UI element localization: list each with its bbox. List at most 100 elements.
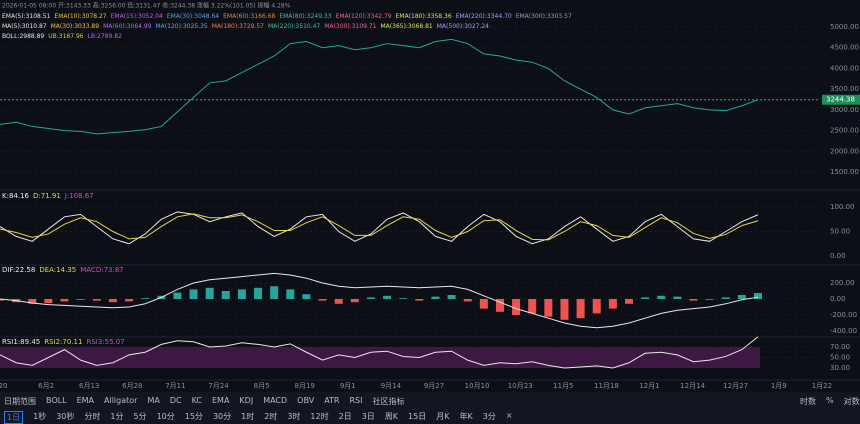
toolbar-button[interactable]: MACD: [263, 396, 288, 405]
x-tick-label: 9月27: [424, 382, 444, 390]
x-tick-label: 12月14: [680, 382, 705, 390]
toolbar-button[interactable]: RSI: [349, 396, 363, 405]
toolbar-button[interactable]: 周K: [384, 412, 399, 421]
macd-bar: [237, 289, 246, 299]
y-tick-label: 4000.00: [830, 64, 859, 72]
macd-bar: [76, 299, 85, 300]
x-tick-label: 6月13: [79, 382, 99, 390]
macd-bar: [108, 299, 117, 303]
toolbar-button[interactable]: %: [826, 396, 834, 405]
toolbar-button[interactable]: 年K: [459, 412, 473, 421]
toolbar-button[interactable]: 5分: [133, 412, 147, 421]
toolbar-button[interactable]: 社区指标: [372, 397, 405, 406]
x-tick-label: 1月22: [812, 382, 832, 390]
macd-bar: [754, 293, 762, 299]
toolbar-button[interactable]: 1日: [4, 411, 24, 424]
rsi-line: [0, 336, 759, 369]
macd-bar: [270, 286, 279, 299]
y-tick-label: 50.00: [830, 228, 850, 236]
y-tick-label: 2000.00: [830, 147, 859, 155]
boll-item: BOLL:2988.89: [2, 33, 44, 40]
x-tick-label: 11月18: [594, 382, 619, 390]
indicator-row: 日期范围 BOLL EMA Alligator MA DC KC EMA KDJ MACD OBV A…: [4, 396, 404, 407]
toolbar-button[interactable]: 2日: [338, 412, 352, 421]
toolbar-button[interactable]: 2时: [264, 412, 278, 421]
ma-item: MA(60):3064.99: [103, 23, 152, 30]
y-tick-label: 100.00: [830, 203, 855, 211]
k-line: [0, 211, 759, 245]
macd-bar: [0, 299, 4, 301]
toolbar-button[interactable]: 15日: [408, 412, 427, 421]
legend-item: DEA:14.35: [39, 266, 76, 274]
toolbar-button[interactable]: ×: [505, 411, 513, 420]
rsi-band: [0, 347, 760, 368]
legend-item: J:108.67: [64, 192, 94, 200]
boll-item: LB:2789.82: [88, 33, 122, 40]
ema-item: EMA(60):3166.68: [223, 13, 275, 20]
ema-item: EMA(10):3078.27: [54, 13, 106, 20]
toolbar-button[interactable]: Alligator: [104, 396, 138, 405]
ma-item: MA(365):3068.81: [381, 23, 433, 30]
toolbar-button[interactable]: 30分: [212, 412, 232, 421]
macd-bar: [189, 289, 198, 299]
macd-bar: [431, 296, 440, 299]
toolbar-button[interactable]: 15分: [184, 412, 203, 421]
toolbar-button[interactable]: 月K: [436, 412, 450, 421]
x-tick-label: 6月2: [38, 382, 54, 390]
toolbar-button[interactable]: KDJ: [239, 396, 254, 405]
toolbar-button[interactable]: 1时: [241, 412, 255, 421]
last-price-label: 3244.38: [826, 96, 855, 104]
toolbar-button[interactable]: 3分: [482, 412, 496, 421]
toolbar-button[interactable]: DC: [169, 396, 182, 405]
toolbar-button[interactable]: EMA: [76, 396, 94, 405]
toolbar-button[interactable]: 日期范围: [4, 397, 36, 406]
toolbar-button[interactable]: 对数: [843, 397, 860, 406]
ema-item: EMA(180):3358.36: [396, 13, 452, 20]
macd-bar: [28, 299, 37, 304]
y-tick-label: 4500.00: [830, 44, 859, 52]
toolbar-button[interactable]: 3时: [287, 412, 301, 421]
x-tick-label: 9月14: [381, 382, 402, 390]
ma-item: MA(180):3729.57: [212, 23, 264, 30]
toolbar-button[interactable]: OBV: [297, 396, 315, 405]
ohlc: 2026-01-05 08:00 开:3143.33 高:3256.00 低:3…: [2, 2, 291, 10]
toolbar-button[interactable]: 3日: [361, 412, 375, 421]
y-tick-label: 0.00: [830, 252, 846, 260]
x-tick-label: 8月19: [295, 382, 315, 390]
x-tick-label: 1月9: [771, 382, 787, 390]
toolbar-button[interactable]: KC: [191, 396, 202, 405]
toolbar-button[interactable]: 1分: [110, 412, 124, 421]
toolbar-button[interactable]: BOLL: [46, 396, 67, 405]
toolbar-button[interactable]: 10分: [156, 412, 175, 421]
y-tick-label: -400.00: [830, 327, 857, 335]
ema-item: EMA(220):3344.70: [456, 13, 512, 20]
ema-item: EMA(120):3342.79: [336, 13, 392, 20]
y-tick-label: 50.00: [830, 354, 850, 362]
toolbar-button[interactable]: 12时: [310, 412, 329, 421]
toolbar-button[interactable]: 30秒: [56, 412, 75, 421]
toolbar-button[interactable]: 时数: [800, 397, 816, 406]
toolbar-button[interactable]: MA: [147, 396, 160, 405]
macd-bar: [383, 295, 392, 299]
toolbar: 日期范围 BOLL EMA Alligator MA DC KC EMA KDJ MACD OBV A…: [0, 392, 860, 424]
y-tick-label: 1500.00: [830, 168, 859, 176]
x-tick-label: 10月10: [465, 382, 490, 390]
toolbar-button[interactable]: 1秒: [33, 412, 47, 421]
macd-bar: [673, 296, 682, 299]
legend-item: DIF:22.58: [2, 266, 35, 274]
ma-item: MA(120):3025.35: [156, 23, 208, 30]
macd-bar: [92, 299, 101, 301]
macd-bar: [318, 299, 327, 301]
y-tick-label: 5000.00: [830, 23, 859, 31]
x-tick-label: 12月27: [723, 382, 748, 390]
toolbar-button[interactable]: 分时: [84, 412, 101, 421]
x-tick-label: 12月1: [639, 382, 659, 390]
interval-row: 1日 1秒 30秒 分时 1分 5分 10分 15分 30分 1时 2时 3时 12时 2日 3日 周K 15日…: [4, 411, 513, 424]
x-tick-label: 9月1: [340, 382, 356, 390]
toolbar-button[interactable]: ATR: [324, 396, 340, 405]
toolbar-button[interactable]: EMA: [211, 396, 230, 405]
x-tick-label: 7月24: [208, 382, 229, 390]
legend-item: D:71.91: [33, 192, 61, 200]
macd-bar: [737, 295, 746, 299]
d-line: [0, 213, 759, 241]
